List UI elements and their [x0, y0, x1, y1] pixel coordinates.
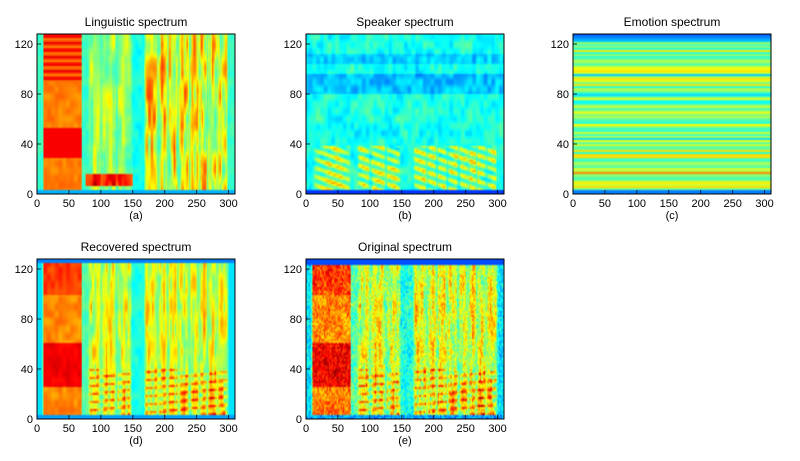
panel-title: Original spectrum	[358, 240, 452, 254]
x-tick-label: 300	[219, 198, 237, 210]
plot-frame	[572, 33, 772, 195]
y-tick-label: 40	[21, 364, 33, 376]
x-tick-label: 50	[332, 198, 344, 210]
x-tick-label: 200	[156, 423, 174, 435]
y-tick-label: 80	[21, 314, 33, 326]
x-tick-label: 50	[332, 423, 344, 435]
heatmap-image	[306, 34, 504, 194]
y-tick-label: 80	[21, 89, 33, 101]
x-tick-label: 150	[393, 423, 411, 435]
spectrum-panel-e: Original spectrum 0 50 100 150 200 250 300 0 40 80…	[284, 240, 507, 447]
x-tick-label: 50	[63, 198, 75, 210]
panel-caption: (c)	[666, 210, 679, 222]
x-tick-label: 150	[124, 423, 142, 435]
x-tick-label: 0	[34, 198, 40, 210]
x-tick-label: 250	[187, 198, 205, 210]
x-tick-label: 300	[488, 198, 506, 210]
x-tick-label: 200	[425, 198, 443, 210]
panel-caption: (e)	[398, 435, 411, 447]
plot-frame	[36, 33, 236, 195]
x-tick-label: 200	[692, 198, 710, 210]
x-tick-label: 0	[303, 423, 309, 435]
y-tick-label: 80	[290, 89, 302, 101]
panel-title: Linguistic spectrum	[85, 15, 188, 29]
y-tick-label: 40	[21, 139, 33, 151]
y-tick-label: 0	[27, 189, 33, 201]
y-tick-label: 120	[284, 264, 302, 276]
x-tick-label: 100	[361, 198, 379, 210]
y-tick-label: 0	[27, 414, 33, 426]
x-tick-label: 250	[723, 198, 741, 210]
x-tick-label: 300	[219, 423, 237, 435]
y-tick-label: 80	[557, 89, 569, 101]
x-tick-label: 100	[92, 423, 110, 435]
x-tick-label: 100	[628, 198, 646, 210]
y-tick-label: 120	[284, 39, 302, 51]
y-tick-label: 120	[15, 264, 33, 276]
panel-caption: (d)	[129, 435, 142, 447]
y-tick-label: 0	[296, 189, 302, 201]
y-tick-label: 120	[15, 39, 33, 51]
x-tick-label: 100	[361, 423, 379, 435]
x-tick-label: 150	[124, 198, 142, 210]
panel-title: Recovered spectrum	[81, 240, 192, 254]
y-tick-label: 40	[290, 364, 302, 376]
panel-title: Speaker spectrum	[356, 15, 453, 29]
y-tick-label: 40	[557, 139, 569, 151]
x-tick-label: 0	[303, 198, 309, 210]
x-tick-label: 250	[187, 423, 205, 435]
x-tick-label: 0	[34, 423, 40, 435]
heatmap-image	[306, 259, 504, 419]
plot-frame	[305, 258, 505, 420]
x-tick-label: 50	[63, 423, 75, 435]
panel-caption: (a)	[129, 210, 142, 222]
plot-frame	[305, 33, 505, 195]
x-tick-label: 200	[425, 423, 443, 435]
heatmap-image	[573, 34, 771, 194]
y-tick-label: 80	[290, 314, 302, 326]
x-tick-label: 250	[456, 423, 474, 435]
panel-title: Emotion spectrum	[624, 15, 721, 29]
y-tick-label: 0	[296, 414, 302, 426]
y-tick-label: 40	[290, 139, 302, 151]
heatmap-image	[37, 34, 235, 194]
heatmap-image	[37, 259, 235, 419]
y-tick-label: 120	[551, 39, 569, 51]
x-tick-label: 50	[599, 198, 611, 210]
plot-frame	[36, 258, 236, 420]
x-tick-label: 300	[488, 423, 506, 435]
x-tick-label: 150	[660, 198, 678, 210]
x-tick-label: 200	[156, 198, 174, 210]
panel-caption: (b)	[398, 210, 411, 222]
spectrum-panel-a: Linguistic spectrum 0 50 100 150 200 250 300 0 40…	[15, 15, 238, 222]
x-tick-label: 150	[393, 198, 411, 210]
spectrum-panel-c: Emotion spectrum 0 50 100 150 200 250 300 0 40 80 1…	[551, 15, 774, 222]
x-tick-label: 300	[755, 198, 773, 210]
x-tick-label: 100	[92, 198, 110, 210]
spectrum-panel-b: Speaker spectrum 0 50 100 150 200 250 300 0 40 80 1…	[284, 15, 507, 222]
y-tick-label: 0	[563, 189, 569, 201]
spectrum-panel-d: Recovered spectrum 0 50 100 150 200 250 300 0 40 8…	[15, 240, 238, 447]
x-tick-label: 250	[456, 198, 474, 210]
x-tick-label: 0	[570, 198, 576, 210]
